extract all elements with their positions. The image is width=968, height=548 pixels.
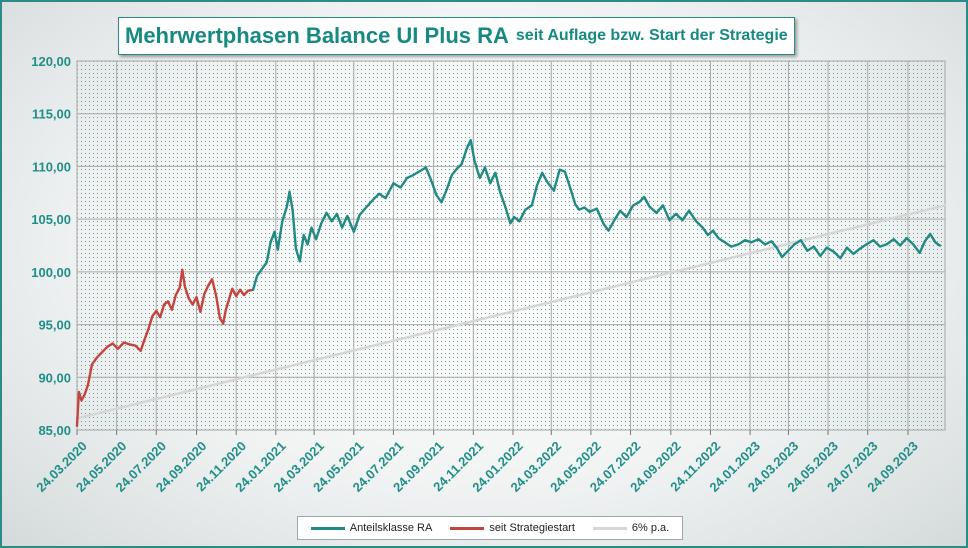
y-tick-label: 120,00 (31, 54, 71, 69)
gridlines (76, 60, 945, 431)
legend-label-fund: Anteilsklasse RA (349, 522, 433, 534)
y-tick-label: 90,00 (38, 370, 71, 385)
legend: Anteilsklasse RA seit Strategiestart 6% … (297, 516, 683, 540)
legend-label-strategy-start: seit Strategiestart (489, 522, 575, 534)
plot-area (76, 60, 946, 431)
y-tick-label: 105,00 (31, 212, 71, 227)
legend-swatch-strategy-start (450, 526, 485, 530)
y-axis: 120,00 115,00 110,00 105,00 100,00 95,00 90,00… (31, 54, 71, 438)
chart-title-box: Mehrwertphasen Balance UI Plus RA seit A… (118, 17, 795, 55)
legend-item-fund: Anteilsklasse RA (310, 522, 433, 534)
x-axis: 24.03.202024.05.202024.07.202024.09.2020… (33, 430, 921, 495)
y-tick-label: 85,00 (38, 423, 71, 438)
legend-swatch-fund (310, 526, 345, 530)
y-tick-label: 110,00 (32, 159, 71, 174)
chart-title: Mehrwertphasen Balance UI Plus RA (125, 23, 509, 48)
y-tick-label: 95,00 (38, 318, 71, 333)
chart-subtitle: seit Auflage bzw. Start der Strategie (515, 27, 788, 44)
legend-label-target: 6% p.a. (631, 522, 670, 534)
y-tick-label: 115,00 (32, 107, 71, 122)
series (75, 138, 947, 427)
y-tick-label: 100,00 (31, 265, 71, 280)
series-line-1 (75, 268, 255, 427)
legend-item-target: 6% p.a. (592, 522, 670, 534)
legend-swatch-target (592, 526, 627, 530)
legend-item-strategy-start: seit Strategiestart (450, 522, 575, 534)
series-line-0 (251, 138, 941, 291)
